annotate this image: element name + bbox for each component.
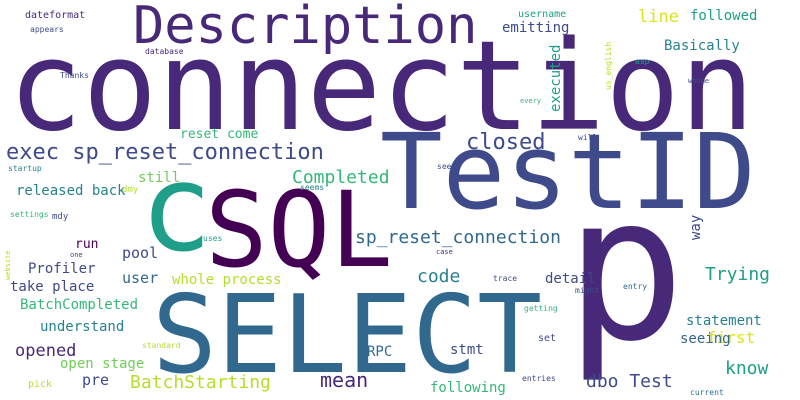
word-still: still bbox=[138, 170, 181, 186]
word-dateformat: dateformat bbox=[25, 10, 86, 21]
word-sp-reset: sp_reset_connection bbox=[355, 227, 561, 248]
word-stmt: stmt bbox=[450, 342, 484, 358]
word-pre: pre bbox=[82, 371, 110, 389]
word-reset-come: reset come bbox=[180, 127, 259, 142]
word-us-english: us_english bbox=[604, 41, 613, 90]
word-set: set bbox=[538, 333, 557, 344]
word-might: might bbox=[575, 286, 600, 295]
word-uses: uses bbox=[203, 234, 223, 243]
word-whole-process: whole process bbox=[172, 272, 282, 288]
word-pool: pool bbox=[122, 244, 159, 262]
word-understand: understand bbox=[40, 319, 125, 335]
word-statement: statement bbox=[686, 313, 762, 329]
word-code: code bbox=[417, 266, 461, 287]
word-standard: standard bbox=[142, 341, 181, 350]
word-p: p bbox=[565, 153, 686, 386]
word-every: every bbox=[520, 97, 542, 105]
word-appears: appears bbox=[30, 25, 64, 34]
word-startup: startup bbox=[8, 164, 42, 173]
word-one: one bbox=[70, 251, 83, 259]
word-entry: entry bbox=[623, 282, 648, 291]
word-database: database bbox=[145, 47, 184, 56]
word-detail: detail bbox=[545, 271, 596, 287]
word-will: will bbox=[578, 133, 598, 142]
word-emitting: emitting bbox=[502, 20, 570, 36]
word-following: following bbox=[430, 380, 506, 396]
word-username: username bbox=[518, 9, 567, 20]
word-whome: whome bbox=[688, 77, 710, 85]
word-website: website bbox=[4, 250, 12, 280]
word-batchcompleted: BatchCompleted bbox=[20, 297, 139, 313]
word-dmy: dmy bbox=[122, 185, 139, 195]
word-sql: SQL bbox=[205, 169, 393, 291]
word-select: SELECT bbox=[152, 273, 543, 398]
word-open-stage: open stage bbox=[60, 356, 145, 372]
word-released-back: released back bbox=[16, 183, 126, 199]
word-seems: seems bbox=[300, 183, 325, 192]
word-trying: Trying bbox=[705, 264, 771, 285]
word-line: line bbox=[638, 7, 679, 27]
word-getting: getting bbox=[524, 304, 558, 313]
word-c: c bbox=[140, 140, 213, 279]
word-entries: entries bbox=[522, 374, 556, 383]
word-connection: connection bbox=[8, 15, 755, 159]
word-pick: pick bbox=[28, 379, 53, 390]
word-take-place: take place bbox=[10, 279, 95, 295]
word-asp: asp bbox=[635, 57, 650, 66]
word-batchstarting: BatchStarting bbox=[130, 372, 271, 393]
word-opened: opened bbox=[15, 341, 77, 361]
word-exec-reset: exec sp_reset_connection bbox=[6, 140, 324, 165]
word-mean: mean bbox=[320, 368, 369, 392]
word-see: see bbox=[437, 162, 452, 171]
word-rpc: RPC bbox=[367, 344, 393, 360]
word-way: way bbox=[688, 214, 704, 240]
word-trace: trace bbox=[493, 274, 518, 283]
word-settings: settings bbox=[10, 210, 49, 219]
word-seeing: seeing bbox=[680, 331, 731, 347]
word-followed: followed bbox=[690, 8, 758, 24]
word-profiler: Profiler bbox=[28, 261, 96, 277]
word-know: know bbox=[725, 358, 769, 379]
word-description: Description bbox=[133, 0, 478, 56]
word-mdy: mdy bbox=[52, 212, 69, 222]
word-thanks: Thanks bbox=[60, 71, 89, 80]
word-closed: closed bbox=[466, 130, 546, 155]
word-basically: Basically bbox=[664, 38, 740, 54]
word-completed: Completed bbox=[292, 167, 390, 188]
word-case: case bbox=[436, 248, 453, 256]
word-dbo-test: dbo Test bbox=[586, 371, 673, 392]
word-first: first bbox=[707, 328, 756, 347]
word-current: current bbox=[690, 388, 724, 397]
word-run: run bbox=[75, 237, 99, 252]
word-executed: executed bbox=[548, 44, 564, 112]
word-user: user bbox=[122, 269, 159, 287]
word-testid: TestID bbox=[380, 111, 756, 233]
